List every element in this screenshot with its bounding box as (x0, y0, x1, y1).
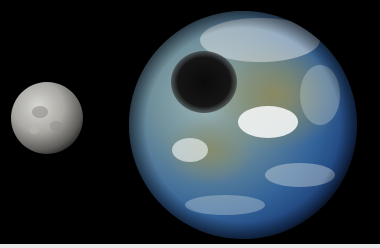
page-body (0, 0, 380, 248)
moon-crater (50, 121, 62, 131)
bottom-border (0, 244, 380, 248)
earth-limb (129, 11, 357, 239)
earth (129, 11, 357, 239)
moon-crater (32, 106, 48, 118)
moon-disc (11, 82, 83, 154)
page: {} html, body { margin: 0; padding: 0; b… (0, 0, 380, 248)
moon (11, 82, 83, 154)
moon-shadow (171, 51, 237, 113)
moon-crater (29, 126, 39, 134)
space-photo (0, 0, 380, 248)
